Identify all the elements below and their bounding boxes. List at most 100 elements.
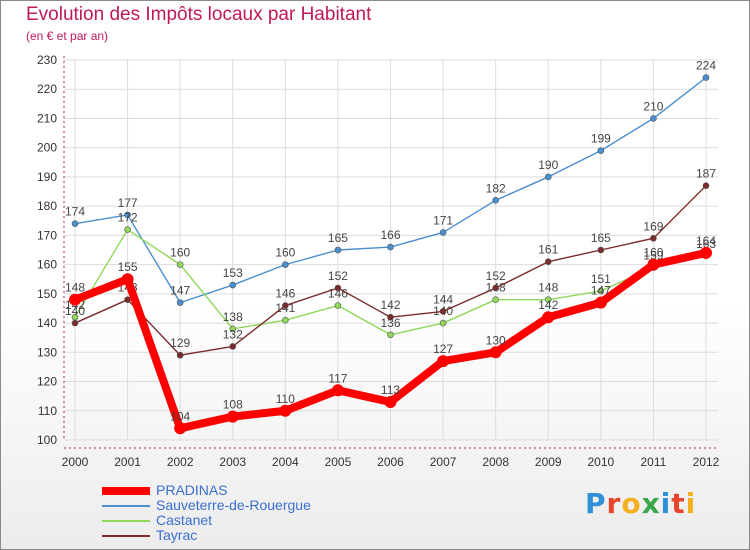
legend-label: Tayrac	[156, 527, 198, 543]
data-point-pradinas	[121, 273, 134, 286]
data-point-pradinas	[69, 293, 81, 306]
data-label-sauveterre-de-rouergue: 190	[538, 158, 558, 172]
data-label-pradinas: 142	[538, 298, 558, 312]
y-tick-label: 130	[37, 345, 57, 359]
data-label-pradinas: 104	[170, 409, 190, 423]
data-point-sauveterre-de-rouergue	[387, 243, 394, 251]
x-tick-label: 2005	[325, 455, 352, 469]
data-label-tayrac: 142	[380, 298, 400, 312]
data-label-castanet: 151	[591, 272, 611, 286]
data-label-tayrac: 144	[433, 292, 453, 306]
y-tick-label: 190	[37, 170, 57, 184]
data-label-pradinas: 160	[643, 246, 663, 260]
chart-title: Evolution des Impôts locaux par Habitant	[26, 4, 372, 25]
data-point-castanet	[334, 302, 342, 309]
data-point-tayrac	[176, 351, 184, 359]
data-point-pradinas	[542, 311, 555, 324]
data-label-pradinas: 155	[118, 260, 138, 274]
data-point-castanet	[544, 296, 552, 303]
legend-item-tayrac: Tayrac	[102, 528, 311, 543]
x-tick-label: 2002	[167, 455, 194, 469]
legend-label: Castanet	[156, 512, 213, 528]
data-point-tayrac	[282, 302, 289, 309]
data-label-castanet: 136	[380, 316, 400, 330]
data-label-castanet: 163	[696, 237, 716, 251]
x-tick-label: 2008	[482, 455, 509, 469]
y-tick-label: 230	[37, 53, 57, 67]
data-label-tayrac: 152	[328, 269, 348, 283]
x-tick-label: 2004	[272, 455, 299, 469]
data-point-castanet	[492, 296, 499, 303]
data-label-tayrac: 187	[696, 167, 716, 181]
data-label-tayrac: 165	[591, 231, 611, 245]
data-label-sauveterre-de-rouergue: 177	[118, 196, 138, 210]
data-point-sauveterre-de-rouergue	[229, 281, 237, 289]
data-label-pradinas: 127	[433, 342, 453, 356]
data-point-tayrac	[334, 284, 342, 292]
x-tick-label: 2003	[219, 455, 246, 469]
logo-letter: i	[685, 487, 697, 520]
proxiti-logo: Proxiti	[585, 487, 696, 520]
legend-item-pradinas: PRADINAS	[102, 483, 311, 498]
data-point-tayrac	[650, 235, 657, 242]
logo-letter: P	[585, 487, 607, 520]
data-label-sauveterre-de-rouergue: 171	[433, 213, 453, 227]
data-point-tayrac	[544, 258, 552, 265]
data-point-sauveterre-de-rouergue	[334, 246, 342, 254]
data-point-castanet	[597, 287, 605, 295]
data-point-pradinas	[700, 246, 712, 259]
data-label-castanet: 160	[170, 246, 190, 260]
data-label-sauveterre-de-rouergue: 224	[696, 59, 716, 73]
data-point-tayrac	[597, 246, 605, 254]
data-label-tayrac: 161	[538, 243, 558, 257]
data-point-sauveterre-de-rouergue	[492, 197, 499, 204]
data-point-pradinas	[174, 422, 187, 435]
data-point-tayrac	[387, 313, 394, 321]
data-label-castanet: 148	[538, 281, 558, 295]
y-tick-label: 120	[37, 375, 57, 389]
legend-label: PRADINAS	[156, 482, 228, 498]
x-tick-label: 2001	[114, 455, 141, 469]
legend-item-castanet: Castanet	[102, 513, 311, 528]
data-point-sauveterre-de-rouergue	[124, 211, 131, 219]
data-label-sauveterre-de-rouergue: 174	[65, 205, 85, 219]
logo-letter: x	[641, 487, 661, 520]
data-label-tayrac: 152	[486, 269, 506, 283]
data-point-pradinas	[331, 384, 344, 397]
y-tick-label: 140	[37, 316, 57, 330]
data-point-sauveterre-de-rouergue	[71, 220, 79, 227]
y-tick-label: 150	[37, 287, 57, 301]
y-tick-label: 200	[37, 141, 57, 155]
y-tick-label: 180	[37, 199, 57, 213]
data-point-pradinas	[437, 355, 450, 368]
data-point-pradinas	[384, 396, 397, 408]
data-point-tayrac	[702, 182, 710, 189]
y-tick-label: 220	[37, 82, 57, 96]
data-label-castanet: 172	[118, 211, 138, 225]
legend-swatch	[102, 519, 150, 522]
data-label-pradinas: 117	[328, 371, 347, 385]
y-tick-label: 210	[37, 111, 57, 125]
data-label-sauveterre-de-rouergue: 182	[486, 181, 506, 195]
data-label-pradinas: 113	[381, 383, 400, 397]
chart-legend: PRADINAS Sauveterre-de-Rouergue Castanet Ta…	[102, 483, 311, 543]
data-point-sauveterre-de-rouergue	[597, 147, 605, 154]
data-label-castanet: 159	[643, 249, 663, 263]
data-label-sauveterre-de-rouergue: 160	[275, 246, 295, 260]
y-tick-label: 160	[37, 258, 57, 272]
data-point-tayrac	[492, 284, 499, 292]
x-tick-label: 2007	[430, 455, 457, 469]
data-point-tayrac	[229, 343, 237, 350]
legend-swatch	[102, 534, 150, 537]
x-tick-label: 2011	[641, 455, 667, 469]
data-label-tayrac: 140	[65, 304, 85, 318]
data-label-tayrac: 169	[643, 219, 663, 233]
data-label-sauveterre-de-rouergue: 199	[591, 132, 611, 146]
data-label-pradinas: 148	[65, 281, 85, 295]
data-point-castanet	[387, 331, 394, 339]
data-label-sauveterre-de-rouergue: 165	[328, 231, 348, 245]
data-point-sauveterre-de-rouergue	[176, 299, 184, 306]
data-point-tayrac	[439, 308, 447, 315]
data-point-pradinas	[489, 346, 502, 359]
data-point-sauveterre-de-rouergue	[544, 173, 552, 181]
